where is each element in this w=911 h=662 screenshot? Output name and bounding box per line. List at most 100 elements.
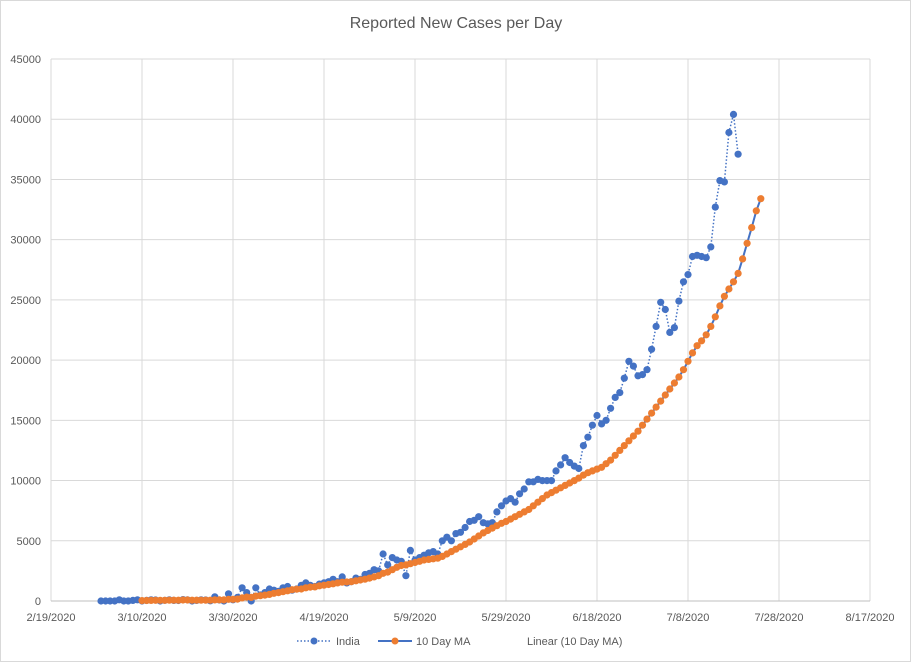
ma-point	[679, 366, 688, 374]
y-tick-label: 5000	[17, 536, 41, 548]
y-tick-label: 15000	[10, 415, 41, 427]
legend-item-india[interactable]: India	[297, 636, 361, 648]
india-point	[638, 371, 647, 379]
india-point	[679, 278, 688, 286]
ma-point	[743, 239, 751, 247]
india-point	[675, 297, 683, 305]
india-point	[607, 404, 615, 412]
ma-point	[725, 285, 733, 293]
ma-point	[607, 456, 615, 464]
india-point	[493, 508, 501, 516]
india-point	[575, 464, 583, 473]
india-point	[384, 561, 392, 569]
y-tick-label: 35000	[10, 174, 41, 186]
india-point	[593, 411, 601, 420]
ma-point	[707, 322, 715, 330]
y-tick-label: 30000	[10, 235, 41, 247]
x-tick-label: 8/17/2020	[846, 612, 895, 624]
india-point	[379, 550, 387, 558]
y-tick-label: 10000	[10, 476, 41, 488]
india-line	[101, 114, 739, 603]
india-point	[520, 485, 528, 493]
india-point	[616, 389, 624, 397]
ma-point	[670, 379, 679, 387]
ma-point	[698, 337, 706, 345]
y-tick-label: 20000	[10, 355, 41, 367]
india-point	[547, 477, 556, 485]
x-tick-label: 2/19/2020	[27, 612, 76, 624]
ma-point	[625, 437, 633, 445]
x-tick-label: 3/10/2020	[118, 612, 167, 624]
india-point	[579, 442, 588, 450]
ma-point	[611, 451, 619, 459]
india-point	[338, 573, 346, 581]
ma-point	[734, 269, 742, 277]
ma-point	[702, 331, 710, 339]
india-point	[670, 324, 679, 332]
india-point	[734, 150, 742, 158]
india-point	[702, 254, 710, 262]
legend-india-marker	[310, 637, 318, 645]
legend-linear-label: Linear (10 Day MA)	[527, 636, 622, 648]
india-point	[684, 271, 692, 279]
series-india	[97, 110, 742, 605]
india-point	[447, 537, 455, 545]
ma-point	[757, 195, 765, 203]
india-point	[643, 366, 651, 374]
india-point	[238, 584, 246, 592]
legend-ma-marker	[391, 637, 399, 645]
india-point	[711, 203, 719, 211]
ma-point	[629, 432, 638, 440]
ma-point	[634, 427, 642, 435]
india-point	[707, 243, 715, 251]
india-point	[588, 421, 597, 429]
x-axis-ticks: 2/19/2020 3/10/2020 3/30/2020 4/19/2020 5/9/…	[27, 612, 895, 624]
india-point	[456, 528, 465, 536]
ma-point	[620, 442, 628, 450]
india-point	[725, 128, 733, 137]
ma-point	[688, 349, 697, 357]
india-point	[657, 298, 665, 306]
ma-point	[739, 255, 747, 263]
india-point	[475, 513, 483, 521]
india-point	[629, 362, 638, 370]
legend-item-linear-trendline[interactable]: Linear (10 Day MA)	[527, 636, 622, 648]
india-point	[561, 454, 569, 462]
india-point	[625, 357, 633, 365]
y-tick-label: 40000	[10, 114, 41, 126]
india-point	[552, 467, 560, 475]
legend: India 10 Day MA Linear (10 Day MA)	[297, 636, 622, 648]
y-tick-label: 0	[35, 596, 41, 608]
ma-point	[643, 415, 651, 423]
india-point	[661, 305, 669, 314]
x-tick-label: 5/29/2020	[482, 612, 531, 624]
ma-point	[729, 278, 738, 286]
india-point	[516, 490, 524, 498]
x-tick-label: 5/9/2020	[394, 612, 437, 624]
ma-point	[648, 409, 656, 417]
ma-point	[720, 292, 729, 300]
chart-title: Reported New Cases per Day	[350, 15, 563, 32]
ma-point	[711, 313, 719, 321]
india-point	[602, 416, 610, 424]
x-tick-label: 4/19/2020	[300, 612, 349, 624]
ma-point	[616, 446, 624, 454]
india-point	[729, 110, 738, 118]
ma-point	[752, 207, 760, 215]
legend-item-10-day-ma[interactable]: 10 Day MA	[378, 636, 471, 648]
india-point	[511, 498, 519, 506]
x-tick-label: 7/28/2020	[755, 612, 804, 624]
india-point	[224, 590, 233, 598]
x-tick-label: 7/8/2020	[667, 612, 710, 624]
y-axis-ticks: 0 5000 10000 15000 20000 25000 30000 35000 40000…	[10, 54, 41, 608]
ma-point	[652, 403, 660, 411]
india-point	[557, 461, 565, 469]
ma-point	[748, 224, 756, 232]
y-tick-label: 45000	[10, 54, 41, 66]
india-point	[402, 572, 410, 580]
ma-point	[666, 385, 674, 393]
series-10-day-ma	[138, 195, 765, 605]
india-point	[652, 322, 660, 330]
